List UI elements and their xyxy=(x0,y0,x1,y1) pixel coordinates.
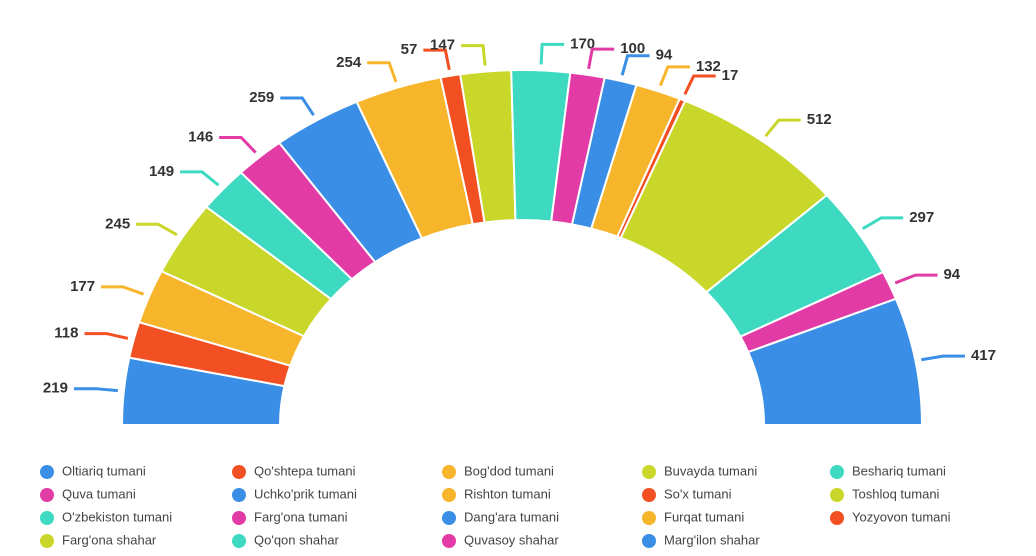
legend-label: So'x tumani xyxy=(664,486,732,501)
legend-swatch xyxy=(642,511,656,525)
legend-swatch xyxy=(830,511,844,525)
leader-line xyxy=(73,387,118,393)
legend-label: Quva tumani xyxy=(62,486,136,501)
legend-label: O'zbekiston tumani xyxy=(62,509,172,524)
legend-swatch xyxy=(40,511,54,525)
legend-label: Bog'dod tumani xyxy=(464,463,554,478)
data-label: 57 xyxy=(401,41,418,58)
data-label: 219 xyxy=(43,380,68,397)
leader-line xyxy=(683,74,716,95)
data-label: 297 xyxy=(909,209,934,226)
legend-label: Qo'qon shahar xyxy=(254,532,340,547)
leader-line xyxy=(280,96,315,117)
leader-line xyxy=(101,285,145,296)
data-label: 147 xyxy=(430,37,455,54)
data-label: 417 xyxy=(971,347,996,364)
leader-line xyxy=(921,354,965,362)
leader-line xyxy=(658,65,690,87)
legend-swatch xyxy=(232,534,246,548)
leader-line xyxy=(764,118,801,138)
data-label: 170 xyxy=(570,35,595,52)
legend-label: Quvasoy shahar xyxy=(464,532,559,547)
data-label: 100 xyxy=(620,40,645,57)
data-label: 146 xyxy=(188,128,213,145)
legend-swatch xyxy=(232,488,246,502)
legend-label: Beshariq tumani xyxy=(852,463,946,478)
leader-line xyxy=(461,44,487,66)
legend-swatch xyxy=(40,465,54,479)
leader-line xyxy=(136,222,178,237)
data-label: 512 xyxy=(807,111,832,128)
legend-swatch xyxy=(40,488,54,502)
legend-label: Dang'ara tumani xyxy=(464,509,559,524)
legend-swatch xyxy=(642,534,656,548)
data-label: 245 xyxy=(105,215,130,232)
legend-label: Uchko'prik tumani xyxy=(254,486,357,501)
leader-line xyxy=(620,54,650,76)
legend-label: Rishton tumani xyxy=(464,486,551,501)
legend-swatch xyxy=(40,534,54,548)
legend-swatch xyxy=(830,488,844,502)
leader-line xyxy=(894,273,938,285)
legend-swatch xyxy=(442,534,456,548)
legend-label: Farg'ona shahar xyxy=(62,532,157,547)
leader-line xyxy=(861,216,904,231)
legend-swatch xyxy=(442,465,456,479)
legend-swatch xyxy=(442,488,456,502)
leader-line xyxy=(180,170,220,187)
legend-label: Marg'ilon shahar xyxy=(664,532,760,547)
legend-label: Yozyovon tumani xyxy=(852,509,951,524)
legend-label: Furqat tumani xyxy=(664,509,744,524)
data-label: 149 xyxy=(149,163,174,180)
legend-swatch xyxy=(232,465,246,479)
legend-label: Qo'shtepa tumani xyxy=(254,463,356,478)
data-label: 254 xyxy=(336,54,362,71)
leader-line xyxy=(423,48,451,71)
legend-swatch xyxy=(642,488,656,502)
data-label: 94 xyxy=(656,47,673,64)
data-label: 177 xyxy=(70,278,95,295)
data-label: 259 xyxy=(249,89,274,106)
leader-line xyxy=(539,42,565,65)
leader-line xyxy=(587,47,615,70)
legend-swatch xyxy=(442,511,456,525)
legend-swatch xyxy=(830,465,844,479)
leader-line xyxy=(367,61,398,83)
legend-swatch xyxy=(232,511,246,525)
legend-label: Buvayda tumani xyxy=(664,463,757,478)
data-label: 17 xyxy=(722,67,739,84)
data-label: 118 xyxy=(54,325,78,342)
legend-label: Farg'ona tumani xyxy=(254,509,348,524)
data-label: 132 xyxy=(696,58,721,75)
legend-label: Toshloq tumani xyxy=(852,486,940,501)
pie-slice xyxy=(746,297,924,426)
data-label: 94 xyxy=(943,266,960,283)
leader-line xyxy=(219,135,257,154)
legend-label: Oltiariq tumani xyxy=(62,463,146,478)
legend-swatch xyxy=(642,465,656,479)
leader-line xyxy=(84,332,129,340)
